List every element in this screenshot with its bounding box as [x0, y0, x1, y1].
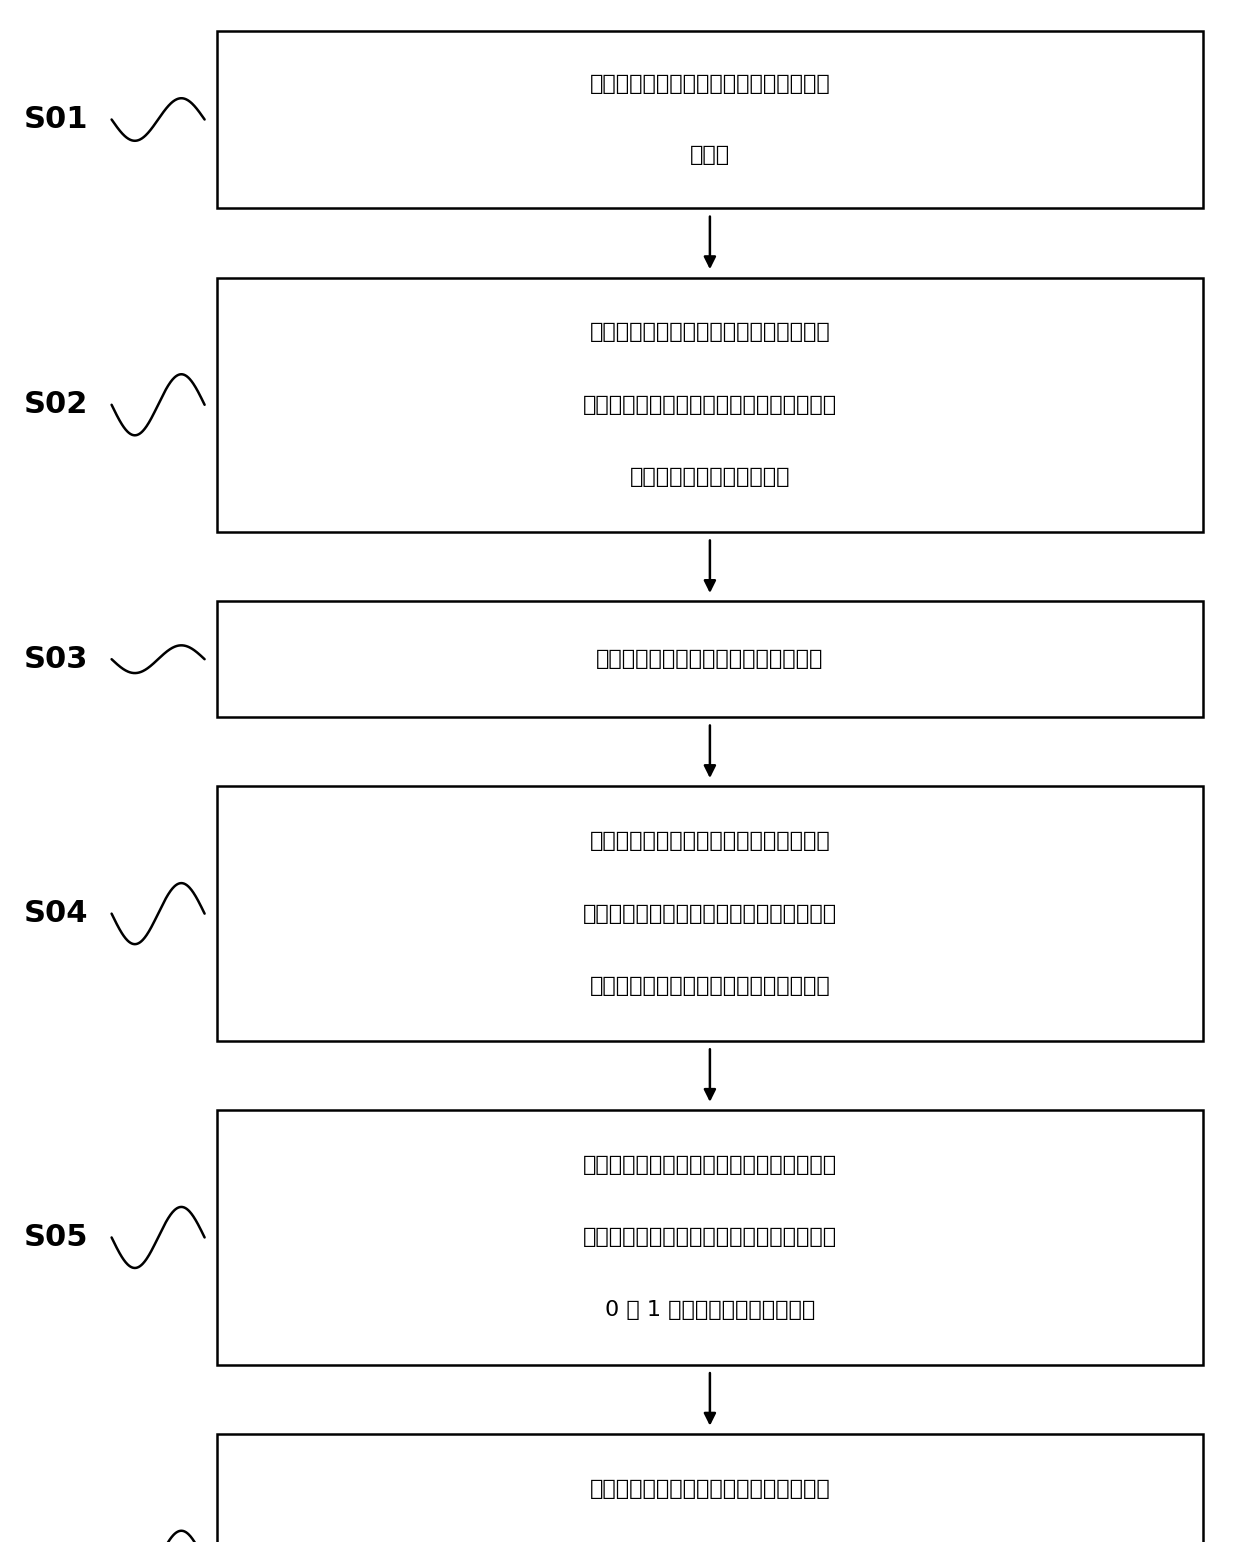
Text: 将每个分解层所得到的平方包络谱进行累: 将每个分解层所得到的平方包络谱进行累	[589, 1479, 831, 1499]
Bar	[217, 786, 1203, 1041]
Text: 计算每个滤波频带内信号的平方包络的峭: 计算每个滤波频带内信号的平方包络的峭	[589, 831, 831, 851]
Bar	[217, 601, 1203, 717]
Text: S04: S04	[24, 899, 88, 928]
Text: S02: S02	[24, 390, 88, 419]
Text: S03: S03	[24, 645, 88, 674]
Bar	[217, 31, 1203, 208]
Text: 计算每个滤波频带内信号的自协方差量: 计算每个滤波频带内信号的自协方差量	[596, 649, 823, 669]
Text: 收集泵正常工况和发生汽蚀初生工况的振: 收集泵正常工况和发生汽蚀初生工况的振	[589, 74, 831, 94]
Text: S05: S05	[24, 1223, 88, 1252]
Text: 度值，在每一个分解层中，选择峭度值最高: 度值，在每一个分解层中，选择峭度值最高	[583, 904, 837, 924]
Text: 0 和 1 范围内归一化后进行累加: 0 和 1 范围内归一化后进行累加	[605, 1300, 815, 1320]
Text: 选择每一个分解层中，大于阈值的频带，计: 选择每一个分解层中，大于阈值的频带，计	[583, 1155, 837, 1175]
Text: 算每个频带内信号的平方包络谱，将它们在: 算每个频带内信号的平方包络谱，将它们在	[583, 1227, 837, 1247]
Bar	[217, 1434, 1203, 1542]
Text: 使用最大重叠离散小波包变换将采集的振: 使用最大重叠离散小波包变换将采集的振	[589, 322, 831, 342]
Text: 动信号进行滤波，转换为各个滤波频带后的: 动信号进行滤波，转换为各个滤波频带后的	[583, 395, 837, 415]
Text: 的滤波频带，将其峭度值的一半作为阈值: 的滤波频带，将其峭度值的一半作为阈值	[589, 976, 831, 996]
Text: 动信号: 动信号	[689, 145, 730, 165]
Text: S01: S01	[24, 105, 88, 134]
Text: 信号，作为试验待处理信号: 信号，作为试验待处理信号	[630, 467, 790, 487]
Bar	[217, 1110, 1203, 1365]
Bar	[217, 278, 1203, 532]
